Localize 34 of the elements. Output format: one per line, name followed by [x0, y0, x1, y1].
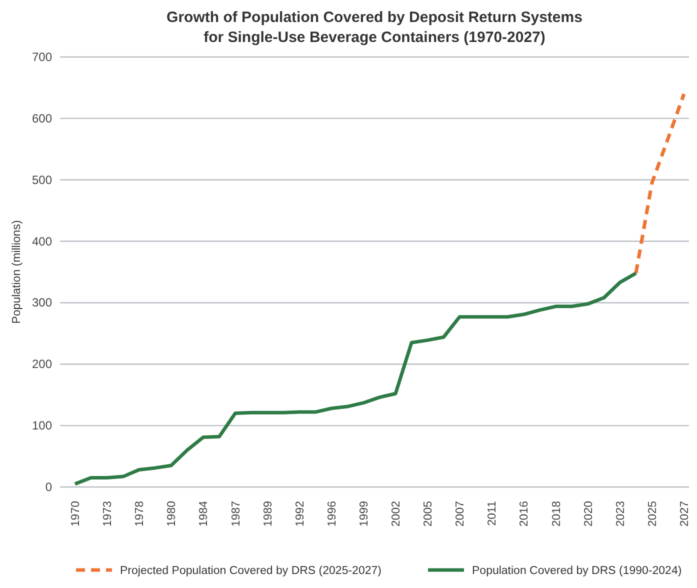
x-tick-label: 2011	[486, 501, 499, 526]
y-tick-label: 200	[32, 357, 52, 372]
x-tick-label: 1980	[166, 501, 178, 527]
chart-title: Growth of Population Covered by Deposit Return Systems for Single-Use Beverage Containers (1970-2027)	[166, 9, 582, 46]
line-series	[634, 92, 686, 275]
line-series	[73, 271, 638, 486]
x-tick-label: 2007	[454, 501, 467, 527]
x-tick-label: 1973	[102, 501, 114, 527]
x-tick-label: 1987	[230, 501, 242, 527]
x-tick-label: 2005	[422, 501, 435, 527]
x-tick-label: 2025	[646, 501, 659, 527]
x-tick-label: 1989	[262, 501, 274, 527]
y-tick-label: 100	[32, 418, 52, 433]
legend-label: Projected Population Covered by DRS (2025-2027)	[120, 565, 382, 577]
y-tick-label: 400	[32, 234, 52, 248]
y-tick-label: 500	[32, 172, 52, 187]
x-tick-label: 1992	[294, 501, 306, 527]
y-tick-label: 700	[32, 50, 52, 64]
y-tick-label: 0	[45, 480, 52, 494]
x-tick-label: 2023	[614, 501, 627, 527]
x-tick-label: 1996	[326, 501, 338, 527]
y-axis-title: Population (millions)	[11, 220, 23, 324]
x-tick-label: 1999	[358, 501, 370, 527]
x-tick-label: 1984	[198, 500, 210, 527]
x-tick-label: 2020	[582, 501, 595, 527]
x-tick-label: 2016	[518, 501, 531, 527]
y-tick-label: 600	[32, 111, 52, 126]
x-tick-label: 2018	[550, 501, 563, 527]
x-tick-label: 1978	[134, 501, 146, 527]
x-tick-label: 2002	[390, 501, 403, 527]
y-tick-label: 300	[32, 296, 52, 310]
x-tick-label: 1970	[70, 501, 82, 527]
x-tick-label: 2027	[679, 501, 691, 527]
legend-label: Population Covered by DRS (1990-2024)	[472, 565, 682, 577]
